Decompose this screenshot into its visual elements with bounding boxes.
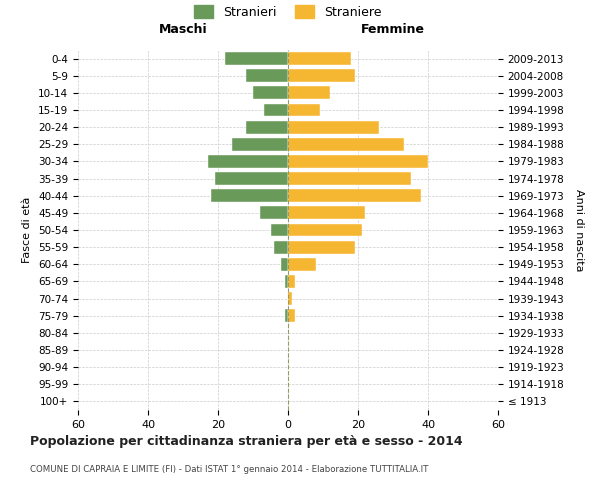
Bar	[288, 52, 351, 65]
Bar	[274, 240, 288, 254]
Bar	[288, 138, 404, 150]
Text: COMUNE DI CAPRAIA E LIMITE (FI) - Dati ISTAT 1° gennaio 2014 - Elaborazione TUTT: COMUNE DI CAPRAIA E LIMITE (FI) - Dati I…	[30, 465, 428, 474]
Bar	[284, 275, 288, 288]
Bar	[288, 275, 295, 288]
Bar	[288, 258, 316, 270]
Bar	[288, 224, 361, 236]
Bar	[288, 104, 320, 117]
Bar	[253, 86, 288, 100]
Bar	[288, 206, 365, 220]
Bar	[211, 190, 288, 202]
Bar	[246, 70, 288, 82]
Text: Femmine: Femmine	[361, 24, 425, 36]
Bar	[260, 206, 288, 220]
Bar	[263, 104, 288, 117]
Bar	[208, 155, 288, 168]
Text: Maschi: Maschi	[158, 24, 208, 36]
Bar	[288, 190, 421, 202]
Legend: Stranieri, Straniere: Stranieri, Straniere	[188, 0, 388, 25]
Bar	[288, 155, 428, 168]
Bar	[288, 86, 330, 100]
Y-axis label: Anni di nascita: Anni di nascita	[574, 188, 584, 271]
Bar	[271, 224, 288, 236]
Bar	[281, 258, 288, 270]
Bar	[215, 172, 288, 185]
Bar	[284, 310, 288, 322]
Bar	[288, 172, 410, 185]
Bar	[288, 70, 355, 82]
Bar	[288, 240, 355, 254]
Y-axis label: Fasce di età: Fasce di età	[22, 197, 32, 263]
Bar	[288, 120, 379, 134]
Bar	[246, 120, 288, 134]
Bar	[288, 310, 295, 322]
Text: Popolazione per cittadinanza straniera per età e sesso - 2014: Popolazione per cittadinanza straniera p…	[30, 435, 463, 448]
Bar	[225, 52, 288, 65]
Bar	[232, 138, 288, 150]
Bar	[288, 292, 292, 305]
